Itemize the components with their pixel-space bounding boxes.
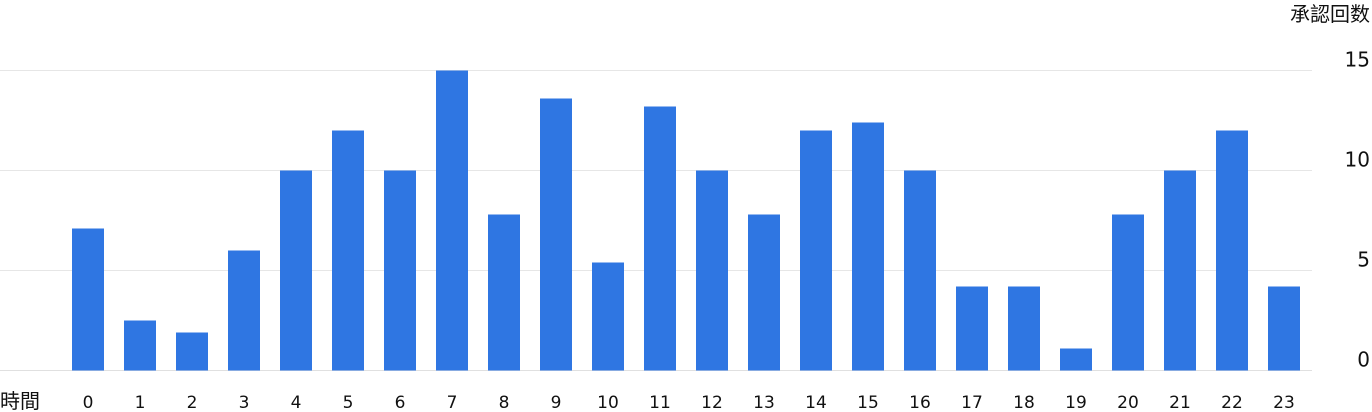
- x-tick-label: 8: [499, 393, 510, 412]
- x-axis-title: 時間: [0, 389, 40, 412]
- bar-hour-5: [332, 130, 364, 371]
- bar-hour-6: [384, 170, 416, 371]
- bar-hour-1: [124, 320, 156, 371]
- x-tick-label: 14: [805, 393, 827, 412]
- bar-hour-4: [280, 170, 312, 371]
- x-tick-label: 2: [187, 393, 198, 412]
- bar-hour-13: [748, 214, 780, 371]
- x-tick-label: 19: [1065, 393, 1087, 412]
- x-tick-label: 10: [597, 393, 619, 412]
- bar-hour-21: [1164, 170, 1196, 371]
- bar-hour-8: [488, 214, 520, 371]
- x-tick-label: 22: [1221, 393, 1243, 412]
- y-tick-label: 10: [1345, 148, 1370, 172]
- x-tick-label: 6: [395, 393, 406, 412]
- bar-hour-9: [540, 98, 572, 371]
- x-tick-label: 16: [909, 393, 931, 412]
- x-tick-label: 3: [239, 393, 250, 412]
- x-tick-label: 5: [343, 393, 354, 412]
- bar-hour-17: [956, 286, 988, 371]
- bar-hour-22: [1216, 130, 1248, 371]
- x-tick-label: 17: [961, 393, 983, 412]
- bar-hour-12: [696, 170, 728, 371]
- bar-hour-20: [1112, 214, 1144, 371]
- x-tick-label: 13: [753, 393, 775, 412]
- bars: [72, 70, 1300, 371]
- x-tick-label: 0: [83, 393, 94, 412]
- y-tick-label: 15: [1345, 48, 1370, 72]
- bar-hour-16: [904, 170, 936, 371]
- x-tick-label: 9: [551, 393, 562, 412]
- bar-hour-3: [228, 250, 260, 371]
- bar-hour-23: [1268, 286, 1300, 371]
- y-tick-label: 0: [1357, 348, 1370, 372]
- x-tick-label: 7: [447, 393, 458, 412]
- x-tick-label: 18: [1013, 393, 1035, 412]
- x-tick-label: 4: [291, 393, 302, 412]
- y-tick-label: 5: [1357, 248, 1370, 272]
- x-tick-label: 21: [1169, 393, 1191, 412]
- bar-hour-15: [852, 122, 884, 371]
- bar-hour-11: [644, 106, 676, 371]
- x-tick-label: 11: [649, 393, 671, 412]
- x-tick-label: 1: [135, 393, 146, 412]
- bar-hour-10: [592, 262, 624, 371]
- x-tick-labels: 0 1 2 3 4 5 6 7 8 9 10 11 12 13 14 15 16 17 18 19 20 21 22 23: [83, 393, 1295, 412]
- x-tick-label: 20: [1117, 393, 1139, 412]
- x-tick-label: 12: [701, 393, 723, 412]
- x-tick-label: 23: [1273, 393, 1295, 412]
- x-tick-label: 15: [857, 393, 879, 412]
- bar-hour-0: [72, 228, 104, 371]
- bar-hour-7: [436, 70, 468, 371]
- y-axis-title: 承認回数: [1290, 2, 1370, 26]
- bar-hour-14: [800, 130, 832, 371]
- y-tick-labels: 0 5 10 15: [1345, 48, 1370, 372]
- bar-hour-2: [176, 332, 208, 371]
- bar-hour-19: [1060, 348, 1092, 371]
- bar-hour-18: [1008, 286, 1040, 371]
